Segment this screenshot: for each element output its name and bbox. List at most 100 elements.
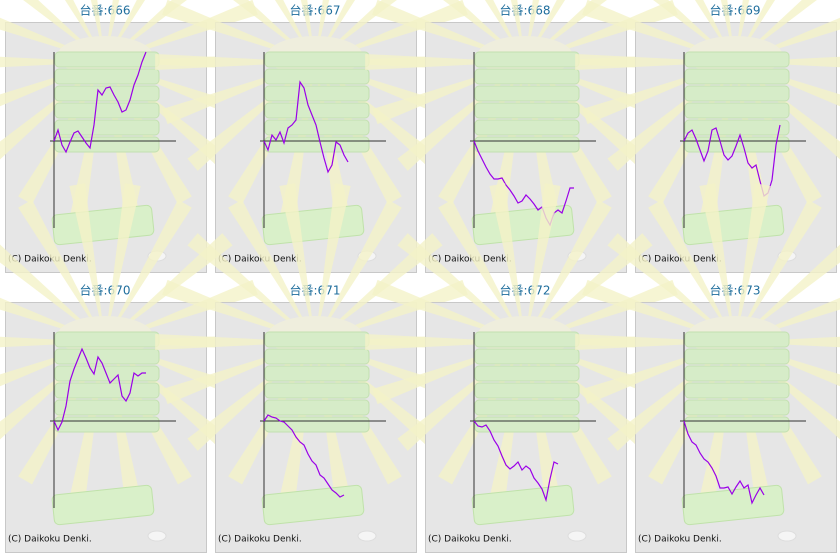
machine-tier (264, 365, 370, 382)
ray (105, 183, 141, 342)
copyright: (C) Daikoku Denki. (8, 255, 92, 265)
ray (648, 199, 735, 342)
machine-tier (684, 416, 790, 433)
copyright: (C) Daikoku Denki. (638, 255, 722, 265)
machine-tier (474, 68, 580, 85)
machine-tier (264, 102, 370, 119)
data-line (473, 420, 559, 503)
machine-tier (54, 119, 160, 136)
ray (735, 0, 776, 62)
ray (18, 199, 106, 342)
machine-tier (474, 365, 580, 382)
machine-tier (54, 382, 160, 399)
machine-tier (684, 119, 790, 136)
panel-title: 台番:666 (80, 3, 131, 18)
ray (607, 233, 735, 342)
ray (315, 183, 351, 342)
machine-tier (264, 382, 370, 399)
machine-tier (54, 399, 160, 416)
machine-tier (264, 51, 370, 68)
ray (0, 336, 105, 348)
ray (365, 54, 525, 70)
machine-tier (684, 365, 790, 382)
panel-title: 台番:672 (500, 283, 551, 298)
machine-tier (54, 102, 160, 119)
machine-tier (54, 348, 160, 365)
panel-title: 台番:667 (290, 3, 341, 18)
ray (525, 199, 612, 342)
machine-tier (474, 102, 580, 119)
panel-title: 台番:669 (710, 3, 761, 18)
ray (155, 334, 315, 350)
machine-tier (684, 399, 790, 416)
ray (720, 0, 735, 62)
ray (69, 183, 105, 342)
machine-tier (474, 136, 580, 153)
coin (357, 530, 377, 542)
copyright: (C) Daikoku Denki. (8, 535, 92, 545)
machine-tier (264, 416, 370, 433)
ray (575, 334, 735, 350)
machine-tier (264, 68, 370, 85)
data-line (263, 414, 345, 498)
ray (735, 0, 750, 62)
copyright: (C) Daikoku Denki. (638, 535, 722, 545)
machine-tier (684, 68, 790, 85)
data-line (683, 420, 765, 505)
machine-tier (474, 119, 580, 136)
machine-tier (684, 51, 790, 68)
panel: 台番:672 (C) Daikoku Denki. (365, 183, 685, 553)
ray (0, 56, 105, 68)
coin (777, 530, 797, 542)
machine-tier (684, 102, 790, 119)
machine-tier (474, 331, 580, 348)
data-line (53, 347, 146, 432)
panel: 台番:667 (C) Daikoku Denki. (155, 0, 475, 273)
ray (365, 334, 525, 350)
tray (51, 484, 155, 526)
panel-title: 台番:670 (80, 283, 131, 298)
tray (681, 484, 785, 526)
ray (510, 0, 525, 62)
ray (105, 0, 146, 62)
machine-tier (264, 85, 370, 102)
ray (735, 183, 771, 342)
ray (155, 54, 315, 70)
ray (0, 342, 105, 440)
copyright: (C) Daikoku Denki. (218, 255, 302, 265)
ray (735, 199, 822, 342)
ray (0, 244, 105, 342)
ray (525, 0, 566, 62)
panel: 台番:670 (C) Daikoku Denki. (0, 183, 265, 553)
machine-tier (474, 51, 580, 68)
ray (699, 183, 735, 342)
panel-title: 台番:673 (710, 283, 761, 298)
ray (228, 199, 315, 342)
machine-tier (684, 348, 790, 365)
ray (694, 0, 735, 62)
machine-tier (684, 85, 790, 102)
ray (397, 233, 525, 342)
data-line (53, 51, 147, 154)
data-line (263, 80, 349, 174)
machine-tier (684, 382, 790, 399)
machine-tier (54, 416, 160, 433)
machine-tier (264, 136, 370, 153)
copyright: (C) Daikoku Denki. (218, 535, 302, 545)
panel-title: 台番:668 (500, 3, 551, 18)
machine-tier (474, 85, 580, 102)
panel: 台番:669 (C) Daikoku Denki. (575, 0, 840, 273)
ray (279, 183, 315, 342)
machine-tier (684, 331, 790, 348)
machine-tier (54, 68, 160, 85)
machine-tier (264, 399, 370, 416)
ray (735, 244, 840, 342)
machine-tier (264, 331, 370, 348)
coin (147, 530, 167, 542)
ray (315, 199, 402, 342)
ray (525, 0, 540, 62)
panel: 台番:673 (C) Daikoku Denki. (575, 183, 840, 553)
copyright: (C) Daikoku Denki. (428, 535, 512, 545)
machine-tier (54, 331, 160, 348)
